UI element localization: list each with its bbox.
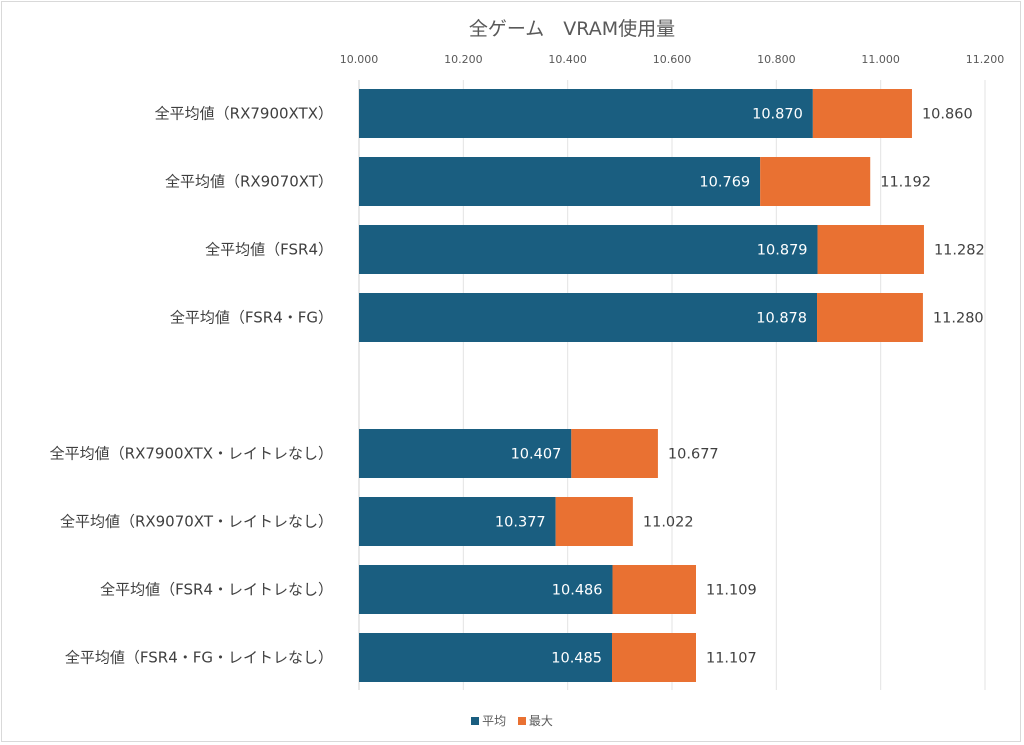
bar-max: [817, 293, 923, 342]
x-tick-label: 10.000: [340, 53, 379, 66]
data-label-max: 10.677: [668, 447, 719, 463]
data-label-average: 10.879: [757, 243, 808, 259]
category-label: 全平均値（RX7900XTX）: [155, 105, 333, 123]
bar-max: [612, 633, 696, 682]
x-axis-ticks: 10.000 10.200 10.400 10.600 10.800 11.000 11.2…: [340, 53, 1005, 66]
bar-average: [359, 497, 556, 546]
chart-title-text: 全ゲーム VRAM使用量: [468, 18, 676, 40]
data-label-max: 11.107: [706, 651, 757, 667]
legend-label-max: 最大: [528, 714, 553, 728]
x-tick-label: 10.800: [757, 53, 796, 66]
data-label-max: 11.022: [643, 515, 694, 531]
data-label-average: 10.377: [495, 515, 546, 531]
category-label: 全平均値（FSR4・FG・レイトレなし）: [65, 649, 333, 667]
bar-max: [812, 89, 912, 138]
category-label: 全平均値（RX9070XT・レイトレなし）: [60, 513, 333, 531]
bar-max: [555, 497, 633, 546]
data-label-max: 11.192: [880, 175, 931, 191]
x-tick-label: 10.600: [653, 53, 692, 66]
data-labels: 10.870 10.860 10.769 11.192 10.879 11.282 10.8…: [495, 107, 985, 667]
bar-average: [359, 429, 572, 478]
legend: 平均 最大: [0, 712, 1024, 729]
legend-swatch-max: [517, 717, 526, 725]
x-tick-label: 10.400: [548, 53, 587, 66]
chart-title: 全ゲーム VRAM使用量: [0, 14, 1024, 41]
bar-average: [359, 633, 613, 682]
bar-average: [359, 293, 818, 342]
category-label: 全平均値（FSR4）: [205, 241, 333, 259]
data-label-average: 10.878: [756, 311, 807, 327]
category-label: 全平均値（FSR4・レイトレなし）: [100, 581, 333, 599]
x-tick-label: 11.000: [861, 53, 900, 66]
legend-swatch-average: [471, 717, 480, 725]
data-label-max: 11.282: [934, 243, 985, 259]
bars: [359, 89, 924, 682]
bar-max: [760, 157, 871, 206]
data-label-max: 10.860: [922, 107, 973, 123]
bar-average: [359, 157, 761, 206]
legend-label-average: 平均: [482, 714, 507, 728]
data-label-average: 10.485: [551, 651, 602, 667]
x-tick-label: 11.200: [966, 53, 1005, 66]
category-label: 全平均値（RX9070XT）: [165, 173, 333, 191]
legend-item-average: 平均: [471, 712, 506, 729]
bar-max: [612, 565, 696, 614]
bar-average: [359, 565, 613, 614]
category-labels: 全平均値（RX7900XTX） 全平均値（RX9070XT） 全平均値（FSR4） 全…: [50, 105, 333, 667]
data-label-average: 10.407: [511, 447, 562, 463]
bar-max: [571, 429, 658, 478]
bar-average: [359, 225, 818, 274]
data-label-average: 10.870: [752, 107, 803, 123]
legend-item-max: 最大: [517, 712, 553, 729]
data-label-average: 10.769: [699, 175, 750, 191]
category-label: 全平均値（RX7900XTX・レイトレなし）: [50, 445, 333, 463]
bar-average: [359, 89, 813, 138]
data-label-average: 10.486: [552, 583, 603, 599]
bar-max: [817, 225, 924, 274]
x-tick-label: 10.200: [444, 53, 483, 66]
category-label: 全平均値（FSR4・FG）: [170, 309, 333, 327]
data-label-max: 11.280: [933, 311, 984, 327]
data-label-max: 11.109: [706, 583, 757, 599]
